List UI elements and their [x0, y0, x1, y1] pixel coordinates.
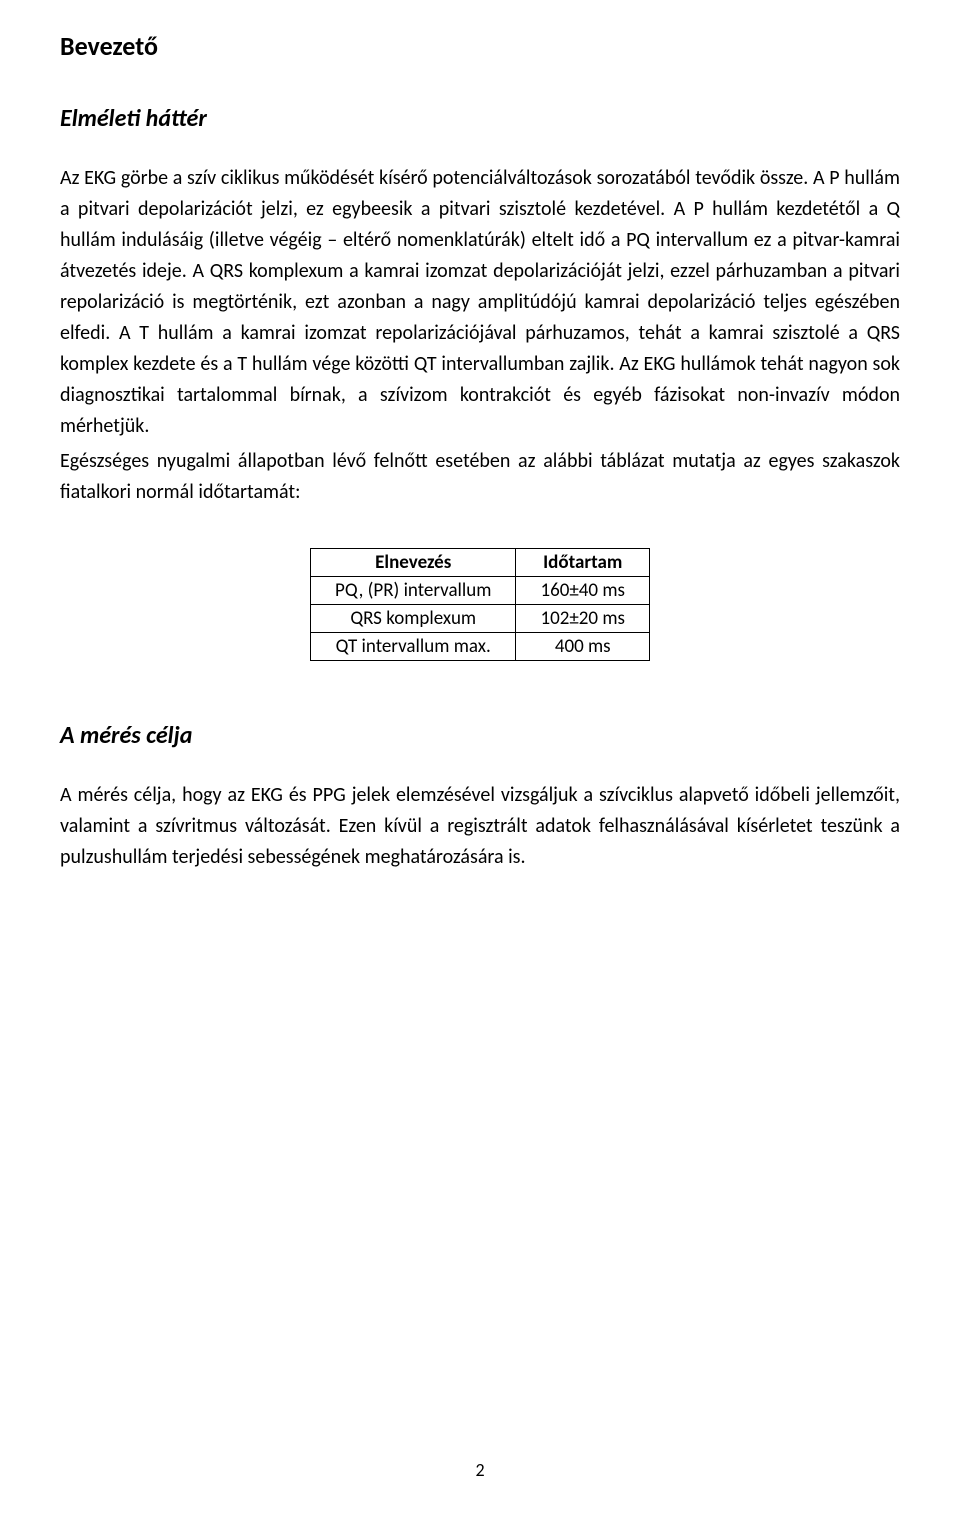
section-heading-purpose: A mérés célja: [60, 721, 900, 750]
page-footer: 2: [60, 1419, 900, 1481]
table-cell-duration: 160±40 ms: [516, 577, 650, 605]
section-heading-background: Elméleti háttér: [60, 104, 900, 133]
paragraph-purpose-1: A mérés célja, hogy az EKG és PPG jelek …: [60, 780, 900, 873]
content-area: Bevezető Elméleti háttér Az EKG görbe a …: [60, 30, 900, 1419]
table-header-row: Elnevezés Időtartam: [311, 549, 650, 577]
table-cell-duration: 102±20 ms: [516, 605, 650, 633]
paragraph-background-2: Egészséges nyugalmi állapotban lévő feln…: [60, 446, 900, 508]
page-title: Bevezető: [60, 30, 900, 62]
intervals-table: Elnevezés Időtartam PQ, (PR) intervallum…: [310, 548, 650, 661]
table-cell-name: PQ, (PR) intervallum: [311, 577, 516, 605]
page-number: 2: [475, 1459, 484, 1481]
table-header-name: Elnevezés: [311, 549, 516, 577]
paragraph-background-1: Az EKG görbe a szív ciklikus működését k…: [60, 163, 900, 442]
table-row: QT intervallum max. 400 ms: [311, 633, 650, 661]
table-header-duration: Időtartam: [516, 549, 650, 577]
table-cell-duration: 400 ms: [516, 633, 650, 661]
table-row: PQ, (PR) intervallum 160±40 ms: [311, 577, 650, 605]
table-row: QRS komplexum 102±20 ms: [311, 605, 650, 633]
table-cell-name: QRS komplexum: [311, 605, 516, 633]
document-page: Bevezető Elméleti háttér Az EKG görbe a …: [0, 0, 960, 1521]
table-cell-name: QT intervallum max.: [311, 633, 516, 661]
